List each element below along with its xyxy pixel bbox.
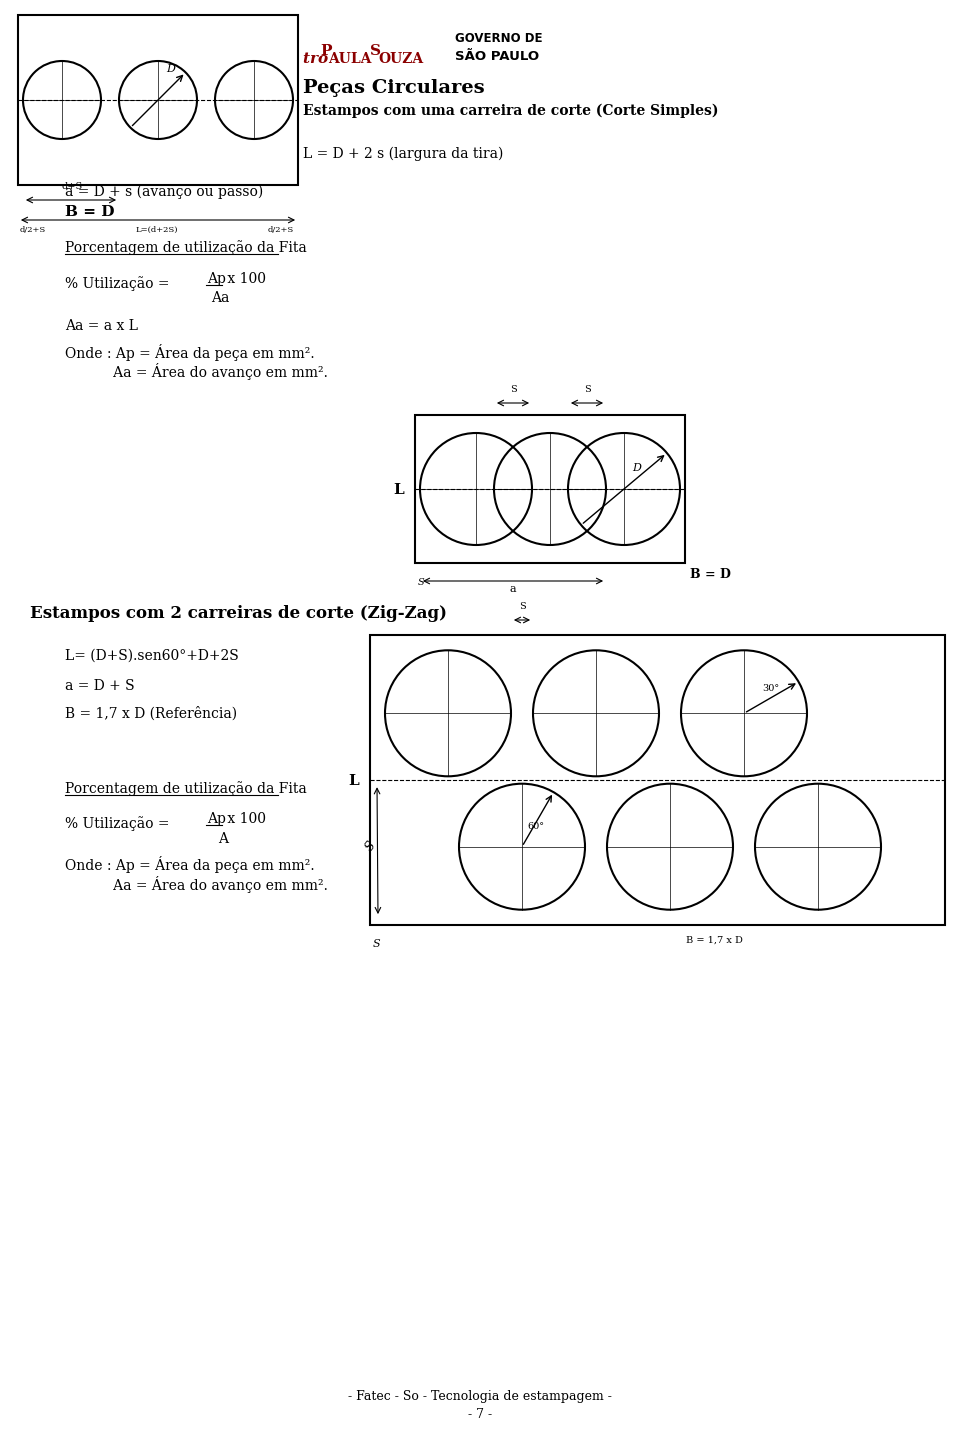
Text: Porcentagem de utilização da Fita: Porcentagem de utilização da Fita: [65, 240, 307, 255]
Text: % Utilização =: % Utilização =: [65, 816, 179, 831]
Text: Aa = Área do avanço em mm².: Aa = Área do avanço em mm².: [65, 876, 328, 893]
Text: Estampos com 2 carreiras de corte (Zig-Zag): Estampos com 2 carreiras de corte (Zig-Z…: [30, 605, 447, 622]
Text: a: a: [510, 584, 516, 594]
Text: Aa = Área do avanço em mm².: Aa = Área do avanço em mm².: [65, 363, 328, 381]
Text: GOVERNO DE: GOVERNO DE: [455, 31, 542, 44]
Text: d/2+S: d/2+S: [20, 226, 46, 235]
Text: B = 1,7 x D: B = 1,7 x D: [686, 936, 743, 944]
Text: d+S: d+S: [61, 182, 83, 190]
Text: SÃO PAULO: SÃO PAULO: [455, 50, 540, 63]
Text: B = 1,7 x D (Referência): B = 1,7 x D (Referência): [65, 707, 237, 721]
Text: - 7 -: - 7 -: [468, 1408, 492, 1421]
Text: S: S: [519, 602, 526, 611]
Text: AULA: AULA: [328, 52, 376, 66]
Text: S: S: [584, 385, 590, 394]
Text: Aa: Aa: [211, 290, 229, 305]
Bar: [415, 415, 685, 562]
Text: 60°: 60°: [527, 821, 544, 831]
Text: L: L: [393, 484, 404, 497]
Text: Onde : Ap = Área da peça em mm².: Onde : Ap = Área da peça em mm².: [65, 856, 315, 873]
Text: Onde : Ap = Área da peça em mm².: Onde : Ap = Área da peça em mm².: [65, 343, 315, 361]
Text: Porcentagem de utilização da Fita: Porcentagem de utilização da Fita: [65, 781, 307, 796]
Text: Aa = a x L: Aa = a x L: [65, 319, 138, 333]
Text: Peças Circulares: Peças Circulares: [303, 79, 485, 97]
Text: P: P: [320, 44, 331, 59]
Bar: [370, 635, 945, 924]
Text: % Utilização =: % Utilização =: [65, 276, 179, 290]
Bar: [18, 14, 298, 185]
Text: B = D: B = D: [65, 205, 114, 219]
Text: Estampos com uma carreira de corte (Corte Simples): Estampos com uma carreira de corte (Cort…: [303, 103, 718, 117]
Text: L: L: [348, 774, 359, 788]
Text: tro: tro: [303, 52, 333, 66]
Text: a = D + S: a = D + S: [65, 678, 134, 693]
Text: S: S: [418, 578, 424, 587]
Text: a = D + s (avanço ou passo): a = D + s (avanço ou passo): [65, 185, 263, 199]
Text: S: S: [373, 939, 380, 949]
Text: x 100: x 100: [223, 811, 266, 826]
Text: x 100: x 100: [223, 272, 266, 286]
Text: 30°: 30°: [762, 684, 780, 693]
Text: Ap: Ap: [207, 811, 226, 826]
Text: Ap: Ap: [207, 272, 226, 286]
Text: OUZA: OUZA: [378, 52, 423, 66]
Text: d/2+S: d/2+S: [268, 226, 295, 235]
Text: A: A: [218, 831, 228, 846]
Text: B = D: B = D: [690, 568, 731, 581]
Text: D: D: [166, 64, 175, 74]
Text: L = D + 2 s (largura da tira): L = D + 2 s (largura da tira): [303, 146, 503, 162]
Text: S: S: [363, 839, 378, 854]
Text: S: S: [510, 385, 516, 394]
Text: L=(d+2S): L=(d+2S): [136, 226, 179, 235]
Text: D: D: [632, 464, 641, 474]
Text: L= (D+S).sen60°+D+2S: L= (D+S).sen60°+D+2S: [65, 650, 239, 663]
Text: S: S: [370, 44, 381, 59]
Text: - Fatec - So - Tecnologia de estampagem -: - Fatec - So - Tecnologia de estampagem …: [348, 1390, 612, 1402]
